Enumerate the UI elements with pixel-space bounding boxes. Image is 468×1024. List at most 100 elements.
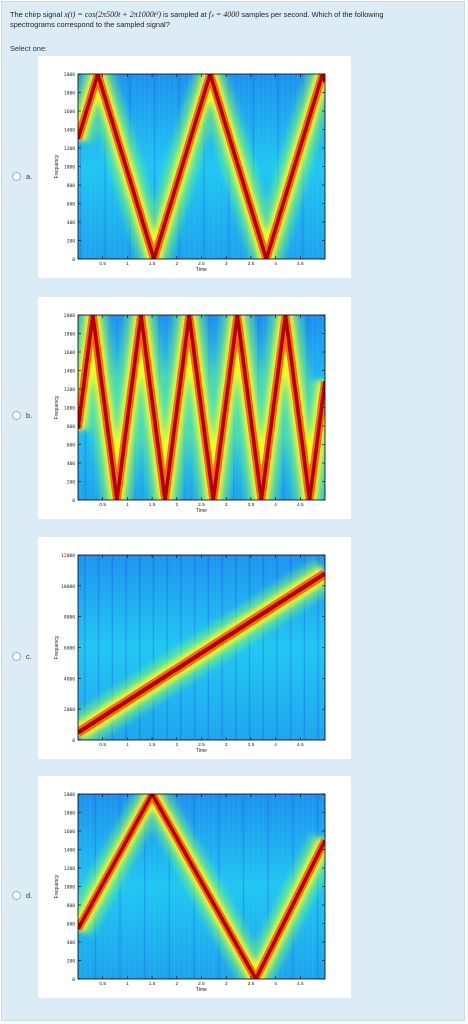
spectrogram-chart: 20001800160014001200100080060040020000.5… (54, 72, 326, 273)
y-tick-label: 1200 (64, 866, 75, 872)
x-tick-label: 0.5 (99, 742, 106, 748)
x-tick-label: 2.5 (198, 261, 205, 267)
x-axis-label: Time (196, 748, 207, 754)
x-tick-label: 0.5 (99, 981, 106, 987)
frequency-ridge-line (78, 315, 325, 500)
y-tick-label: 1600 (64, 350, 75, 356)
x-tick-label: 4.5 (297, 261, 304, 267)
y-tick-label: 1400 (64, 848, 75, 854)
spectrogram-image-b[interactable]: 2000 1800 1600 1400 1200 1000 800 600 400 200 0 0.5… (38, 297, 351, 519)
x-tick-label: 1 (126, 261, 129, 267)
x-tick-label: 3 (225, 261, 228, 267)
spectrogram-chart: 12000 10000 8000 6000 4000 2000 0 0.5 1 1.5 2 2.5 3 3… (54, 553, 326, 754)
frequency-ridge-line (78, 74, 325, 259)
x-tick-label: 3 (225, 742, 228, 748)
y-tick-label: 600 (67, 202, 76, 208)
y-tick-label: 2000 (64, 792, 75, 798)
x-tick-label: 4 (274, 981, 277, 987)
x-tick-label: 4 (274, 502, 277, 508)
y-tick-label: 1600 (64, 829, 75, 835)
y-axis-label: Frequency (54, 635, 60, 659)
y-axis-label: Frequency (54, 154, 60, 178)
option-letter: a. (26, 172, 33, 181)
radio-button[interactable] (12, 891, 21, 900)
x-tick-label: 1 (126, 742, 129, 748)
x-tick-label: 3.5 (248, 742, 255, 748)
x-tick-label: 1.5 (149, 261, 156, 267)
radio-button[interactable] (12, 652, 21, 661)
y-axis-label: Frequency (54, 874, 60, 898)
y-tick-label: 8000 (64, 615, 75, 621)
spectrogram-image-d[interactable]: 2000 1800 1600 1400 1200 1000 800 600 400 200 0 0.5… (38, 776, 351, 998)
y-tick-label: 400 (67, 940, 76, 946)
x-tick-label: 4.5 (297, 742, 304, 748)
y-tick-label: 0 (72, 257, 75, 263)
y-tick-label: 1000 (64, 885, 75, 891)
frequency-ridge-line (78, 571, 325, 735)
x-tick-label: 3.5 (248, 502, 255, 508)
y-tick-label: 1800 (64, 811, 75, 817)
y-tick-label: 1200 (64, 387, 75, 393)
y-tick-label: 1200 (64, 146, 75, 152)
radio-button[interactable] (12, 411, 21, 420)
option-letter: b. (26, 411, 33, 420)
x-tick-label: 3.5 (248, 261, 255, 267)
x-tick-label: 4 (274, 261, 277, 267)
question-text: The chirp signal x(t) = cos(2π500t + 2π1… (10, 10, 384, 29)
y-tick-label: 1800 (64, 332, 75, 338)
x-tick-label: 1 (126, 502, 129, 508)
x-tick-label: 1 (126, 981, 129, 987)
y-tick-label: 400 (67, 220, 76, 226)
x-tick-label: 0.5 (99, 502, 106, 508)
x-tick-label: 4.5 (297, 981, 304, 987)
y-tick-label: 800 (67, 424, 76, 430)
option-letter: d. (26, 891, 33, 900)
y-tick-label: 1400 (64, 369, 75, 375)
spectrogram-chart: 20001800160014001200100080060040020000.5… (54, 792, 326, 993)
radio-button[interactable] (12, 172, 21, 181)
y-tick-label: 600 (67, 922, 76, 928)
y-tick-label: 2000 (64, 313, 75, 319)
y-tick-label: 0 (72, 498, 75, 504)
select-one-label: Select one: (10, 44, 47, 53)
x-tick-label: 2 (175, 502, 178, 508)
y-tick-label: 12000 (61, 553, 75, 559)
x-axis-label: Time (196, 508, 207, 514)
y-tick-label: 1000 (64, 165, 75, 171)
y-tick-label: 2000 (64, 707, 75, 713)
x-axis-label: Time (196, 267, 207, 273)
x-tick-label: 3 (225, 981, 228, 987)
x-tick-label: 4.5 (297, 502, 304, 508)
x-tick-label: 2.5 (198, 742, 205, 748)
y-tick-label: 0 (72, 738, 75, 744)
x-tick-label: 3 (225, 502, 228, 508)
y-tick-label: 200 (67, 239, 76, 245)
x-tick-label: 4 (274, 742, 277, 748)
x-axis-label: Time (196, 987, 207, 993)
x-tick-label: 3.5 (248, 981, 255, 987)
y-tick-label: 1000 (64, 406, 75, 412)
x-tick-label: 0.5 (99, 261, 106, 267)
y-tick-label: 6000 (64, 646, 75, 652)
x-tick-label: 1.5 (149, 742, 156, 748)
y-tick-label: 10000 (61, 584, 75, 590)
y-axis-label: Frequency (54, 395, 60, 419)
x-tick-label: 2.5 (198, 981, 205, 987)
y-tick-label: 400 (67, 461, 76, 467)
y-tick-label: 200 (67, 480, 76, 486)
spectrogram-image-c[interactable]: 12000 10000 8000 6000 4000 2000 0 0.5 1 1.5 2 2.5 3 3… (38, 537, 351, 759)
x-tick-label: 2 (175, 261, 178, 267)
y-tick-label: 4000 (64, 676, 75, 682)
frequency-ridge-line (78, 794, 325, 979)
y-tick-label: 1800 (64, 91, 75, 97)
y-tick-label: 2000 (64, 72, 75, 78)
x-tick-label: 2 (175, 742, 178, 748)
spectrogram-image-a[interactable]: 2000 1800 1600 1400 1200 1000 800 600 400 200 0 0.5… (38, 56, 351, 278)
y-tick-label: 1600 (64, 109, 75, 115)
y-tick-label: 0 (72, 977, 75, 983)
x-tick-label: 1.5 (149, 981, 156, 987)
y-tick-label: 600 (67, 443, 76, 449)
y-tick-label: 800 (67, 183, 76, 189)
y-tick-label: 800 (67, 903, 76, 909)
